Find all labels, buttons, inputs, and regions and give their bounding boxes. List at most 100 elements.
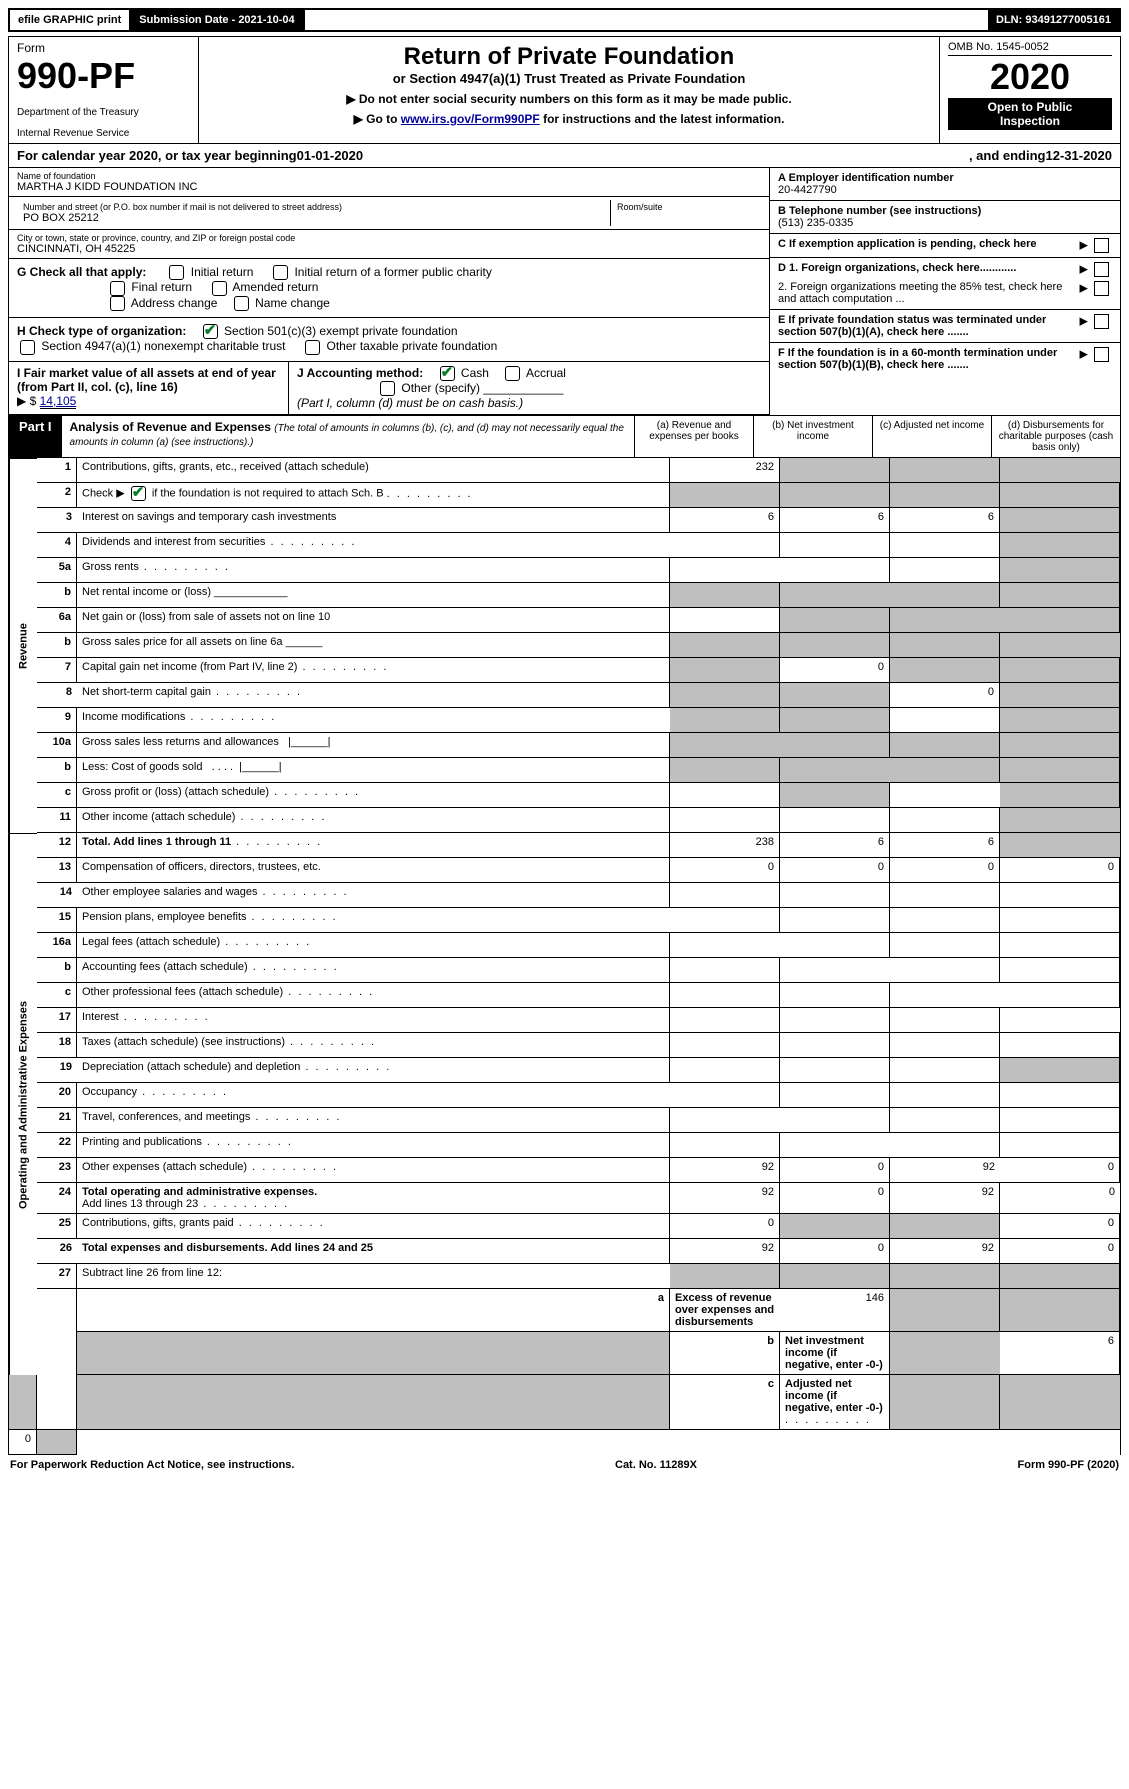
l8-b (780, 683, 890, 708)
l12-desc: Total. Add lines 1 through 11 (77, 833, 670, 858)
ein-value: 20-4427790 (778, 184, 837, 196)
cal-pre: For calendar year 2020, or tax year begi… (17, 148, 297, 163)
l7-d (1000, 658, 1120, 683)
l27a-a: 146 (780, 1289, 890, 1332)
form-number: 990-PF (17, 55, 190, 97)
l26-num: 26 (37, 1239, 77, 1264)
l16c-num: c (37, 983, 77, 1008)
j-accrual-label: Accrual (526, 366, 566, 380)
e-check[interactable] (1094, 314, 1109, 329)
j-accrual-check[interactable] (505, 366, 520, 381)
col-b-head: (b) Net investment income (754, 416, 873, 457)
l26-desc: Total expenses and disbursements. Add li… (77, 1239, 670, 1264)
name-change-check[interactable] (234, 296, 249, 311)
l10b-desc: Less: Cost of goods sold . . . . |______… (77, 758, 670, 783)
expenses-section-label: Operating and Administrative Expenses (9, 833, 37, 1375)
l7-b: 0 (780, 658, 890, 683)
c-check[interactable] (1094, 238, 1109, 253)
i-fmv-value[interactable]: 14,105 (40, 394, 77, 409)
l4-d (1000, 533, 1120, 558)
amended-return-label: Amended return (232, 280, 318, 294)
l7-a (670, 658, 780, 683)
l6b-a (670, 633, 780, 658)
l5a-a (670, 558, 780, 583)
l27c-b (1000, 1375, 1120, 1430)
j-label: J Accounting method: (297, 366, 423, 380)
l3-d (1000, 508, 1120, 533)
inspect-1: Open to Public (988, 100, 1073, 114)
amended-return-check[interactable] (212, 281, 227, 296)
h-501c3-check[interactable] (203, 324, 218, 339)
l18-num: 18 (37, 1033, 77, 1058)
initial-return-check[interactable] (169, 265, 184, 280)
l24-desc: Total operating and administrative expen… (77, 1183, 670, 1214)
final-return-check[interactable] (110, 281, 125, 296)
addr-change-check[interactable] (110, 296, 125, 311)
l2-c (890, 483, 1000, 508)
l3-b: 6 (780, 508, 890, 533)
l5b-d (1000, 583, 1120, 608)
l2-check[interactable] (131, 486, 146, 501)
phone-label: B Telephone number (see instructions) (778, 205, 981, 217)
l3-a: 6 (670, 508, 780, 533)
h-other-check[interactable] (305, 340, 320, 355)
g-check-row: G Check all that apply: Initial return I… (9, 259, 769, 318)
l13-c: 0 (890, 858, 1000, 883)
l6a-b (780, 608, 890, 633)
l23-a: 92 (670, 1158, 780, 1183)
room-label: Room/suite (617, 202, 755, 212)
l16c-desc: Other professional fees (attach schedule… (77, 983, 670, 1008)
initial-return-label: Initial return (191, 265, 254, 279)
l8-c: 0 (890, 683, 1000, 708)
phone-value: (513) 235-0335 (778, 217, 853, 229)
l7-num: 7 (37, 658, 77, 683)
l10b-c (890, 758, 1000, 783)
l10a-b (780, 733, 890, 758)
entity-info: Name of foundation MARTHA J KIDD FOUNDAT… (8, 168, 1121, 416)
l27a-b (890, 1289, 1000, 1332)
h-501c3-label: Section 501(c)(3) exempt private foundat… (224, 324, 457, 338)
d2-check[interactable] (1094, 281, 1109, 296)
l18-desc: Taxes (attach schedule) (see instruction… (77, 1033, 670, 1058)
l5b-desc: Net rental income or (loss) ____________ (77, 583, 670, 608)
l5b-num: b (37, 583, 77, 608)
f-check[interactable] (1094, 347, 1109, 362)
l9-num: 9 (37, 708, 77, 733)
instr-link[interactable]: www.irs.gov/Form990PF (401, 112, 540, 126)
l11-c (890, 808, 1000, 833)
l19-desc: Depreciation (attach schedule) and deple… (77, 1058, 670, 1083)
d2-label: 2. Foreign organizations meeting the 85%… (778, 281, 1073, 305)
l3-num: 3 (37, 508, 77, 533)
l13-desc: Compensation of officers, directors, tru… (77, 858, 670, 883)
l5a-b (780, 558, 890, 583)
l23-b: 0 (780, 1158, 890, 1183)
j-cash-check[interactable] (440, 366, 455, 381)
city-state-zip: CINCINNATI, OH 45225 (17, 243, 761, 255)
initial-former-label: Initial return of a former public charit… (294, 265, 491, 279)
d1-check[interactable] (1094, 262, 1109, 277)
l13-b: 0 (780, 858, 890, 883)
l20-num: 20 (37, 1083, 77, 1108)
h-4947-check[interactable] (20, 340, 35, 355)
part1-header-row: Part I Analysis of Revenue and Expenses … (8, 416, 1121, 458)
l1-a: 232 (670, 458, 780, 483)
j-other-check[interactable] (380, 381, 395, 396)
l23-desc: Other expenses (attach schedule) (77, 1158, 670, 1183)
l6a-num: 6a (37, 608, 77, 633)
dln-number: DLN: 93491277005161 (988, 10, 1119, 30)
h-other-label: Other taxable private foundation (327, 339, 498, 353)
l10a-num: 10a (37, 733, 77, 758)
initial-former-check[interactable] (273, 265, 288, 280)
l5b-a (670, 583, 780, 608)
l6b-num: b (37, 633, 77, 658)
l27a-c (1000, 1289, 1120, 1332)
l10a-d (1000, 733, 1120, 758)
l6b-d (1000, 633, 1120, 658)
l9-a (670, 708, 780, 733)
h-label: H Check type of organization: (17, 324, 186, 338)
footer-left: For Paperwork Reduction Act Notice, see … (10, 1459, 294, 1471)
efile-print-link[interactable]: efile GRAPHIC print (10, 10, 131, 30)
l10b-d (1000, 758, 1120, 783)
l5a-num: 5a (37, 558, 77, 583)
form-title: Return of Private Foundation (211, 43, 927, 71)
